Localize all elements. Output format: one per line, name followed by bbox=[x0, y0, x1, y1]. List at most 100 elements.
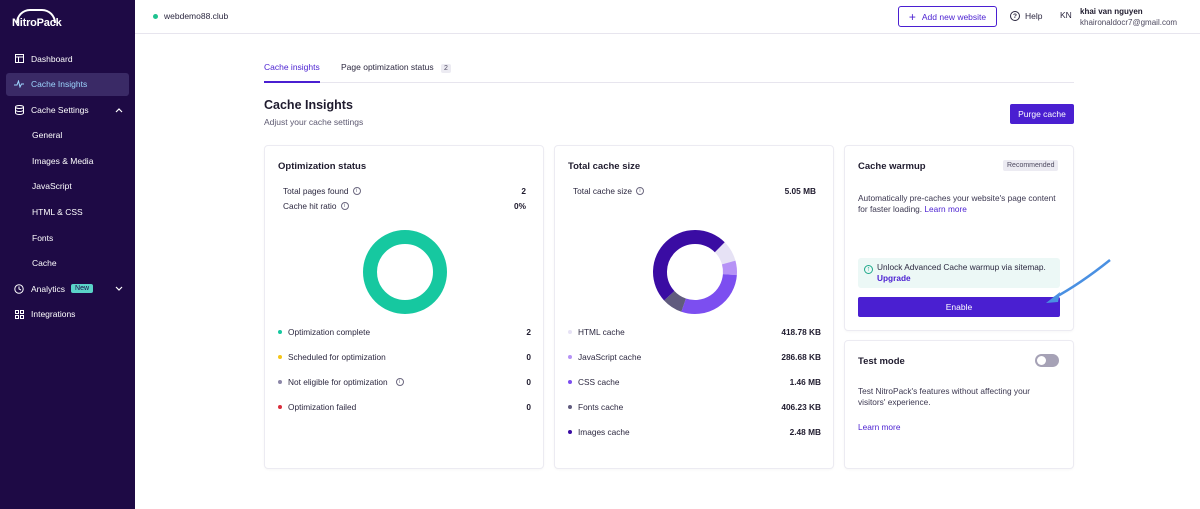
new-badge: New bbox=[71, 284, 94, 294]
legend-dot bbox=[568, 330, 572, 334]
legend-dot bbox=[568, 430, 572, 434]
help-icon: ? bbox=[1010, 11, 1020, 21]
learn-more-link[interactable]: Learn more bbox=[858, 422, 901, 432]
sidebar-item-label: Cache Settings bbox=[31, 104, 89, 115]
sidebar: NitroPack Dashboard Cache Insights Cache… bbox=[0, 0, 135, 509]
arrow-up-icon: ↑ bbox=[864, 265, 873, 274]
add-website-button[interactable]: + Add new website bbox=[898, 6, 997, 27]
card-title: Test mode bbox=[858, 356, 905, 367]
add-website-label: Add new website bbox=[921, 11, 987, 22]
legend-dot bbox=[278, 330, 282, 334]
purge-cache-button[interactable]: Purge cache bbox=[1010, 104, 1074, 124]
legend-value: 0 bbox=[526, 377, 531, 387]
optimization-donut-chart bbox=[363, 230, 447, 314]
help-link[interactable]: ? Help bbox=[1010, 11, 1042, 21]
info-icon[interactable]: i bbox=[395, 378, 404, 386]
legend-images-cache: Images cache bbox=[568, 427, 630, 437]
dashboard-icon bbox=[14, 54, 24, 64]
donut-segment-html-cache bbox=[714, 242, 736, 265]
legend-label: Optimization failed bbox=[288, 402, 357, 412]
top-bar: webdemo88.club + Add new website ? Help … bbox=[135, 0, 1200, 34]
legend-label: Scheduled for optimization bbox=[288, 352, 386, 362]
stat-total-cache-size: Total cache size i bbox=[573, 186, 645, 196]
unlock-banner: ↑ Unlock Advanced Cache warmup via sitem… bbox=[858, 258, 1060, 288]
sidebar-nav: Dashboard Cache Insights Cache Settings … bbox=[6, 47, 129, 329]
tab-cache-insights[interactable]: Cache insights bbox=[264, 62, 320, 83]
help-label: Help bbox=[1025, 11, 1043, 21]
legend-not-eligible: Not eligible for optimization i bbox=[278, 377, 404, 387]
legend-label: CSS cache bbox=[578, 377, 620, 387]
learn-more-link[interactable]: Learn more bbox=[924, 204, 967, 214]
legend-label: Fonts cache bbox=[578, 402, 624, 412]
test-mode-toggle[interactable] bbox=[1035, 354, 1059, 367]
sidebar-item-html-css[interactable]: HTML & CSS bbox=[6, 201, 129, 224]
legend-fonts-cache: Fonts cache bbox=[568, 402, 623, 412]
user-name: khai van nguyen bbox=[1080, 7, 1143, 16]
sidebar-item-general[interactable]: General bbox=[6, 124, 129, 147]
info-icon[interactable]: i bbox=[636, 187, 645, 195]
legend-optimization-complete: Optimization complete bbox=[278, 327, 370, 337]
legend-label: HTML cache bbox=[578, 327, 625, 337]
legend-failed: Optimization failed bbox=[278, 402, 356, 412]
puzzle-icon bbox=[14, 309, 24, 319]
tab-label: Page optimization status bbox=[341, 62, 434, 72]
legend-dot bbox=[278, 405, 282, 409]
optimization-status-card: Optimization status Total pages found i … bbox=[264, 145, 544, 469]
info-icon[interactable]: i bbox=[340, 202, 349, 210]
legend-value: 2 bbox=[526, 327, 531, 337]
donut-segment-images-cache bbox=[653, 230, 725, 301]
sidebar-item-label: General bbox=[32, 130, 63, 141]
card-title: Cache warmup bbox=[858, 161, 926, 172]
sidebar-item-label: Fonts bbox=[32, 232, 54, 243]
sidebar-item-label: HTML & CSS bbox=[32, 207, 83, 218]
sidebar-item-integrations[interactable]: Integrations bbox=[6, 303, 129, 326]
site-name: webdemo88.club bbox=[164, 11, 229, 21]
donut-segment-fonts-cache bbox=[664, 290, 687, 312]
sidebar-item-cache-insights[interactable]: Cache Insights bbox=[6, 72, 129, 96]
status-dot bbox=[153, 13, 158, 19]
sidebar-item-cache[interactable]: Cache bbox=[6, 252, 129, 275]
upgrade-link[interactable]: Upgrade bbox=[877, 273, 911, 283]
sidebar-item-cache-settings[interactable]: Cache Settings bbox=[6, 98, 129, 121]
cache-warmup-card: Cache warmup Recommended Automatically p… bbox=[844, 145, 1074, 331]
total-cache-size-card: Total cache size Total cache size i 5.05… bbox=[554, 145, 834, 469]
stat-cache-hit-ratio: Cache hit ratio i bbox=[283, 201, 349, 211]
legend-scheduled: Scheduled for optimization bbox=[278, 352, 386, 362]
description-text: Automatically pre-caches your website's … bbox=[858, 193, 1056, 214]
chevron-down-icon bbox=[115, 284, 123, 294]
user-menu[interactable]: khai van nguyen khaironaldocr7@gmail.com bbox=[1080, 6, 1177, 28]
legend-label: Not eligible for optimization bbox=[288, 377, 388, 387]
tab-label: Cache insights bbox=[264, 62, 320, 72]
sidebar-item-label: JavaScript bbox=[32, 181, 72, 192]
sidebar-item-fonts[interactable]: Fonts bbox=[6, 226, 129, 249]
user-email: khaironaldocr7@gmail.com bbox=[1080, 18, 1178, 27]
sidebar-item-label: Cache bbox=[32, 258, 57, 269]
site-selector[interactable]: webdemo88.club bbox=[153, 11, 228, 21]
legend-value: 406.23 KB bbox=[781, 402, 821, 412]
sidebar-item-analytics[interactable]: Analytics New bbox=[6, 277, 129, 300]
sidebar-item-dashboard[interactable]: Dashboard bbox=[6, 47, 129, 70]
tab-page-optimization-status[interactable]: Page optimization status 2 bbox=[341, 62, 451, 83]
unlock-text: Unlock Advanced Cache warmup via sitemap… bbox=[877, 262, 1046, 272]
card-title: Total cache size bbox=[568, 161, 641, 172]
sidebar-item-javascript[interactable]: JavaScript bbox=[6, 175, 129, 198]
enable-button[interactable]: Enable bbox=[858, 297, 1060, 317]
sidebar-item-label: Images & Media bbox=[32, 155, 94, 166]
legend-dot bbox=[278, 380, 282, 384]
page-title: Cache Insights bbox=[264, 98, 353, 112]
stat-value: 2 bbox=[521, 186, 526, 196]
nitropack-logo[interactable]: NitroPack bbox=[12, 9, 62, 29]
legend-value: 418.78 KB bbox=[781, 327, 821, 337]
info-icon[interactable]: i bbox=[352, 187, 361, 195]
tab-count-badge: 2 bbox=[440, 64, 451, 73]
sidebar-item-images-media[interactable]: Images & Media bbox=[6, 149, 129, 172]
legend-label: Optimization complete bbox=[288, 327, 371, 337]
avatar[interactable]: KN bbox=[1060, 10, 1072, 20]
legend-label: JavaScript cache bbox=[578, 352, 642, 362]
activity-icon bbox=[14, 79, 24, 89]
test-mode-card: Test mode Test NitroPack's features with… bbox=[844, 340, 1074, 469]
legend-value: 0 bbox=[526, 352, 531, 362]
sidebar-item-label: Cache Insights bbox=[31, 79, 88, 90]
warmup-description: Automatically pre-caches your website's … bbox=[858, 193, 1058, 215]
test-mode-description: Test NitroPack's features without affect… bbox=[858, 386, 1031, 407]
